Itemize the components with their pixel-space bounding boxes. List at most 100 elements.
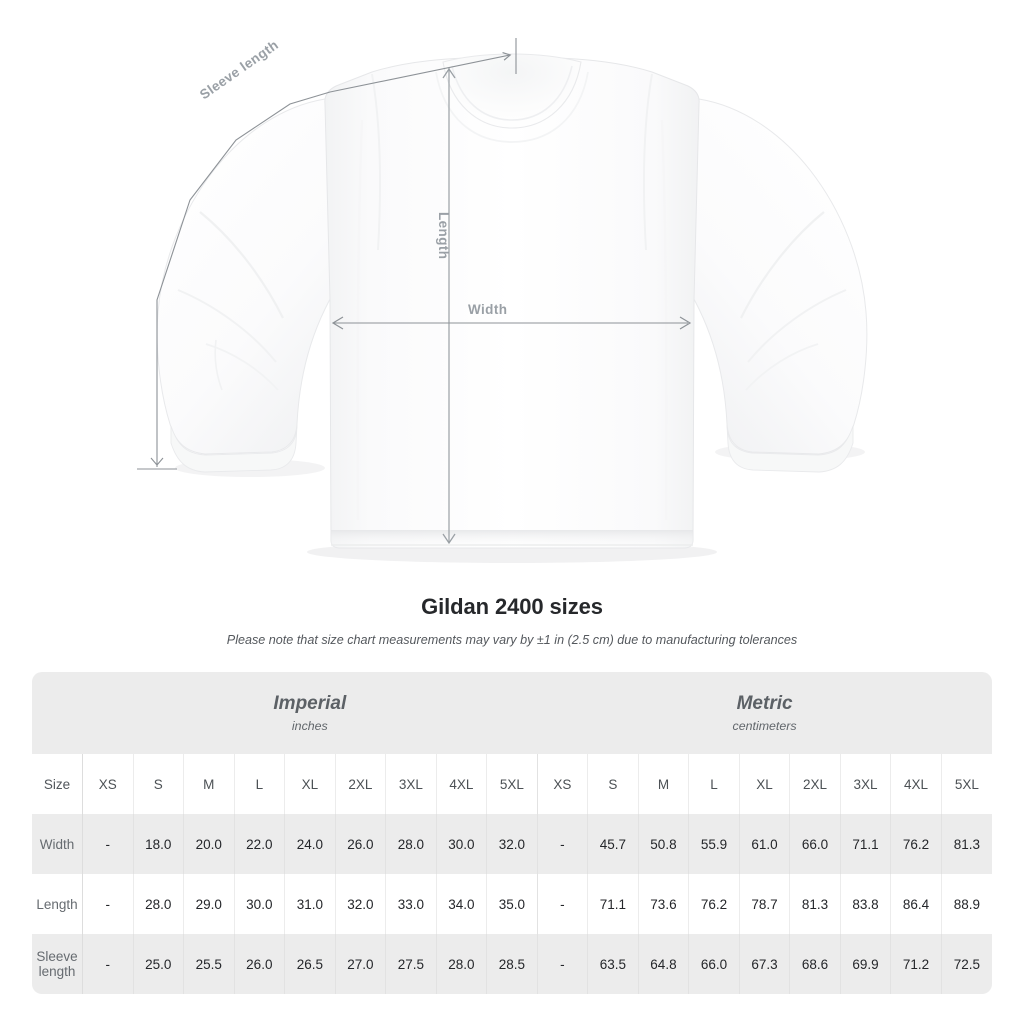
sleeve-imperial-4xl: 28.0 [435, 934, 487, 994]
width-metric-2xl: 66.0 [789, 814, 841, 874]
length-imperial-3xl: 33.0 [385, 874, 437, 934]
row-label-width: Width [32, 814, 83, 874]
header-metric-2xl: 2XL [789, 754, 841, 814]
length-imperial-5xl: 35.0 [486, 874, 538, 934]
sleeve-metric-2xl: 68.6 [789, 934, 841, 994]
length-metric-l: 76.2 [688, 874, 740, 934]
length-guide [442, 67, 456, 545]
length-imperial-s: 28.0 [132, 874, 184, 934]
header-imperial-5xl: 5XL [486, 754, 538, 814]
width-imperial-xs: - [82, 814, 134, 874]
width-metric-xs: - [536, 814, 588, 874]
width-metric-4xl: 76.2 [890, 814, 942, 874]
width-imperial-2xl: 26.0 [334, 814, 386, 874]
header-imperial-s: S [132, 754, 184, 814]
garment-illustration [137, 38, 868, 563]
sleeve-metric-m: 64.8 [637, 934, 689, 994]
sleeve-imperial-l: 26.0 [233, 934, 285, 994]
length-metric-m: 73.6 [637, 874, 689, 934]
sleeve-imperial-3xl: 27.5 [385, 934, 437, 994]
sleeve-metric-s: 63.5 [587, 934, 639, 994]
length-metric-xl: 78.7 [738, 874, 790, 934]
unit-imperial-sub: inches [291, 718, 328, 733]
length-metric-4xl: 86.4 [890, 874, 942, 934]
table-row-length: Length - 28.0 29.0 30.0 31.0 32.0 33.0 3… [32, 874, 992, 934]
sleeve-imperial-xs: - [82, 934, 134, 994]
size-chart-table-container: Imperial inches Metric centimeters Size … [32, 672, 992, 994]
sleeve-imperial-2xl: 27.0 [334, 934, 386, 994]
chart-caption: Gildan 2400 sizes Please note that size … [0, 594, 1024, 647]
width-imperial-3xl: 28.0 [385, 814, 437, 874]
width-metric-m: 50.8 [637, 814, 689, 874]
width-metric-5xl: 81.3 [940, 814, 992, 874]
sleeve-imperial-s: 25.0 [132, 934, 184, 994]
sleeve-length-guide [137, 38, 517, 470]
width-imperial-m: 20.0 [183, 814, 235, 874]
header-metric-xs: XS [536, 754, 588, 814]
length-metric-5xl: 88.9 [940, 874, 992, 934]
header-imperial-4xl: 4XL [435, 754, 487, 814]
header-metric-l: L [688, 754, 740, 814]
sleeve-metric-4xl: 71.2 [890, 934, 942, 994]
unit-banner-spacer [32, 672, 83, 754]
header-metric-m: M [637, 754, 689, 814]
length-imperial-2xl: 32.0 [334, 874, 386, 934]
width-imperial-5xl: 32.0 [486, 814, 538, 874]
length-metric-s: 71.1 [587, 874, 639, 934]
sleeve-metric-xl: 67.3 [738, 934, 790, 994]
sleeve-metric-l: 66.0 [688, 934, 740, 994]
garment-diagram: Sleeve length Length Width [137, 37, 868, 563]
table-row-sleeve-length: Sleeve length - 25.0 25.5 26.0 26.5 27.0… [32, 934, 992, 994]
header-metric-4xl: 4XL [890, 754, 942, 814]
row-label-sleeve-length: Sleeve length [32, 934, 83, 994]
header-imperial-xl: XL [284, 754, 336, 814]
header-size: Size [32, 754, 83, 814]
width-metric-xl: 61.0 [738, 814, 790, 874]
width-imperial-s: 18.0 [132, 814, 184, 874]
header-metric-xl: XL [738, 754, 790, 814]
chart-title: Gildan 2400 sizes [421, 594, 603, 619]
length-imperial-m: 29.0 [183, 874, 235, 934]
length-imperial-l: 30.0 [233, 874, 285, 934]
length-metric-xs: - [536, 874, 588, 934]
table-row-width: Width - 18.0 20.0 22.0 24.0 26.0 28.0 30… [32, 814, 992, 874]
width-metric-3xl: 71.1 [839, 814, 891, 874]
length-imperial-xl: 31.0 [284, 874, 336, 934]
sleeve-metric-5xl: 72.5 [940, 934, 992, 994]
length-metric-2xl: 81.3 [789, 874, 841, 934]
width-label: Width [468, 302, 508, 317]
length-label: Length [436, 212, 451, 260]
header-imperial-m: M [183, 754, 235, 814]
header-imperial-3xl: 3XL [385, 754, 437, 814]
width-metric-l: 55.9 [688, 814, 740, 874]
header-imperial-xs: XS [82, 754, 134, 814]
length-imperial-xs: - [82, 874, 134, 934]
sleeve-imperial-5xl: 28.5 [486, 934, 538, 994]
unit-imperial: Imperial inches [82, 672, 538, 754]
tolerance-note: Please note that size chart measurements… [226, 633, 798, 647]
unit-metric-sub: centimeters [732, 718, 797, 733]
header-imperial-l: L [233, 754, 285, 814]
length-imperial-4xl: 34.0 [435, 874, 487, 934]
header-metric-s: S [587, 754, 639, 814]
sleeve-metric-3xl: 69.9 [839, 934, 891, 994]
sleeve-metric-xs: - [536, 934, 588, 994]
size-chart-table: Imperial inches Metric centimeters Size … [32, 672, 992, 994]
sleeve-imperial-m: 25.5 [183, 934, 235, 994]
unit-metric: Metric centimeters [537, 672, 992, 754]
row-label-length: Length [32, 874, 83, 934]
width-imperial-xl: 24.0 [284, 814, 336, 874]
size-header-row: Size XS S M L XL 2XL 3XL 4XL 5XL XS S M … [32, 754, 992, 814]
length-metric-3xl: 83.8 [839, 874, 891, 934]
unit-metric-name: Metric [736, 693, 793, 715]
header-metric-3xl: 3XL [839, 754, 891, 814]
unit-imperial-name: Imperial [273, 693, 347, 715]
sleeve-imperial-xl: 26.5 [284, 934, 336, 994]
width-metric-s: 45.7 [587, 814, 639, 874]
width-imperial-l: 22.0 [233, 814, 285, 874]
width-guide [331, 316, 692, 330]
unit-banner-row: Imperial inches Metric centimeters [32, 672, 992, 754]
header-imperial-2xl: 2XL [334, 754, 386, 814]
width-imperial-4xl: 30.0 [435, 814, 487, 874]
header-metric-5xl: 5XL [940, 754, 992, 814]
